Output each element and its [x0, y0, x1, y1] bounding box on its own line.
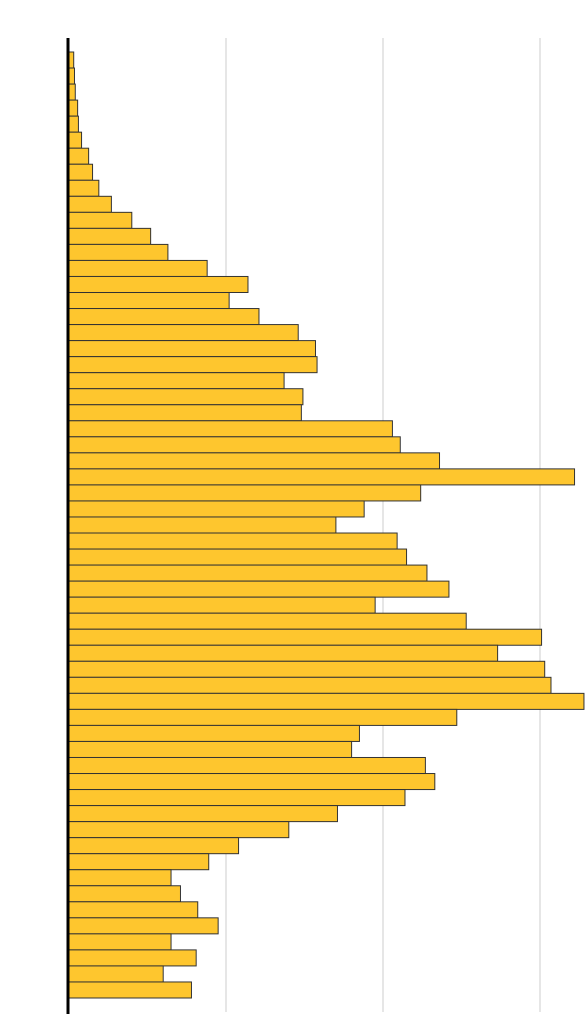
- bar-32: [68, 548, 408, 566]
- bar-40: [68, 676, 552, 694]
- bar-48: [68, 805, 338, 823]
- bar-47: [68, 789, 406, 807]
- bar-33: [68, 564, 428, 582]
- bar-23: [68, 404, 302, 422]
- bar-41: [68, 692, 585, 710]
- bar-13: [68, 243, 169, 261]
- bar-51: [68, 853, 210, 871]
- bar-27: [68, 468, 576, 486]
- bar-17: [68, 308, 260, 326]
- bar-44: [68, 740, 353, 758]
- bar-21: [68, 372, 285, 390]
- bar-1: [68, 51, 75, 69]
- bar-11: [68, 211, 133, 229]
- bar-2: [68, 67, 75, 85]
- bar-37: [68, 628, 543, 646]
- bar-49: [68, 821, 290, 839]
- bar-6: [68, 131, 83, 149]
- bar-34: [68, 580, 450, 598]
- bar-42: [68, 708, 458, 726]
- bar-14: [68, 259, 208, 277]
- bar-10: [68, 195, 112, 213]
- bar-56: [68, 933, 172, 951]
- bar-8: [68, 163, 94, 181]
- bar-55: [68, 917, 219, 935]
- bar-36: [68, 612, 467, 630]
- bar-3: [68, 83, 76, 101]
- bar-9: [68, 179, 100, 197]
- bars: [68, 51, 585, 999]
- bar-29: [68, 500, 365, 518]
- bar-7: [68, 147, 90, 165]
- bar-26: [68, 452, 441, 470]
- bar-5: [68, 115, 79, 133]
- bar-57: [68, 949, 197, 967]
- bar-25: [68, 436, 401, 454]
- bar-15: [68, 275, 249, 294]
- bar-50: [68, 837, 240, 855]
- bar-35: [68, 596, 376, 614]
- bar-28: [68, 484, 422, 502]
- bar-12: [68, 227, 152, 245]
- bar-18: [68, 324, 299, 342]
- bar-22: [68, 388, 304, 406]
- bar-43: [68, 724, 360, 742]
- bar-38: [68, 644, 499, 662]
- bar-4: [68, 99, 79, 117]
- bar-16: [68, 292, 230, 310]
- bar-39: [68, 660, 546, 678]
- bar-53: [68, 885, 181, 903]
- bar-19: [68, 340, 316, 358]
- bar-30: [68, 516, 337, 534]
- bar-52: [68, 869, 172, 887]
- bar-46: [68, 773, 436, 791]
- bar-31: [68, 532, 398, 550]
- bar-59: [68, 981, 192, 999]
- bar-24: [68, 420, 393, 438]
- bar-45: [68, 756, 426, 775]
- bar-20: [68, 356, 318, 374]
- bar-54: [68, 901, 199, 919]
- bar-58: [68, 965, 164, 983]
